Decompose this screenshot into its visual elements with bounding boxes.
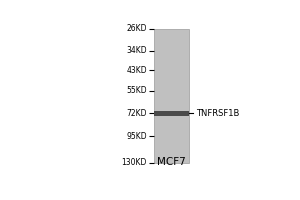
Text: 130KD: 130KD xyxy=(122,158,147,167)
Text: TNFRSF1B: TNFRSF1B xyxy=(196,109,239,118)
Text: 34KD: 34KD xyxy=(126,46,147,55)
Text: MCF7: MCF7 xyxy=(157,157,186,167)
Text: 55KD: 55KD xyxy=(126,86,147,95)
Text: 95KD: 95KD xyxy=(126,132,147,141)
Text: 43KD: 43KD xyxy=(126,66,147,75)
Text: 26KD: 26KD xyxy=(126,24,147,33)
Text: 72KD: 72KD xyxy=(126,109,147,118)
Bar xyxy=(154,111,189,116)
